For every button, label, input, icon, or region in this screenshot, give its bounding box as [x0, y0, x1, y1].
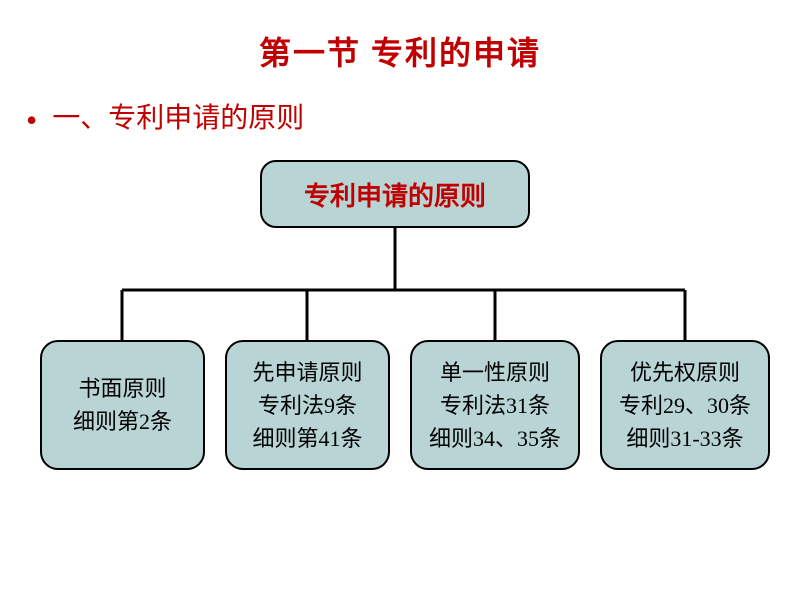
tree-connectors — [0, 0, 800, 600]
tree-child-line: 专利29、30条 — [619, 389, 751, 422]
tree-child-line: 优先权原则 — [630, 356, 740, 389]
tree-child-line: 书面原则 — [78, 372, 166, 405]
tree-child-node: 书面原则细则第2条 — [40, 340, 205, 470]
tree-child-line: 细则31-33条 — [626, 422, 743, 455]
tree-child-line: 专利法9条 — [258, 389, 357, 422]
tree-child-line: 先申请原则 — [252, 356, 362, 389]
tree-child-line: 细则34、35条 — [429, 422, 561, 455]
tree-child-line: 细则第2条 — [73, 405, 172, 438]
tree-child-line: 单一性原则 — [440, 356, 550, 389]
bullet-icon: • — [26, 102, 37, 139]
tree-child-line: 专利法31条 — [440, 389, 550, 422]
tree-child-node: 先申请原则专利法9条细则第41条 — [225, 340, 390, 470]
tree-child-line: 细则第41条 — [252, 422, 362, 455]
tree-root-node: 专利申请的原则 — [260, 160, 530, 228]
section-heading: • 一、专利申请的原则 — [26, 96, 304, 139]
tree-child-node: 单一性原则专利法31条细则34、35条 — [410, 340, 580, 470]
tree-child-node: 优先权原则专利29、30条细则31-33条 — [600, 340, 770, 470]
section-heading-text: 一、专利申请的原则 — [52, 103, 304, 134]
page-title: 第一节 专利的申请 — [0, 28, 800, 74]
tree-root-label: 专利申请的原则 — [304, 176, 486, 213]
